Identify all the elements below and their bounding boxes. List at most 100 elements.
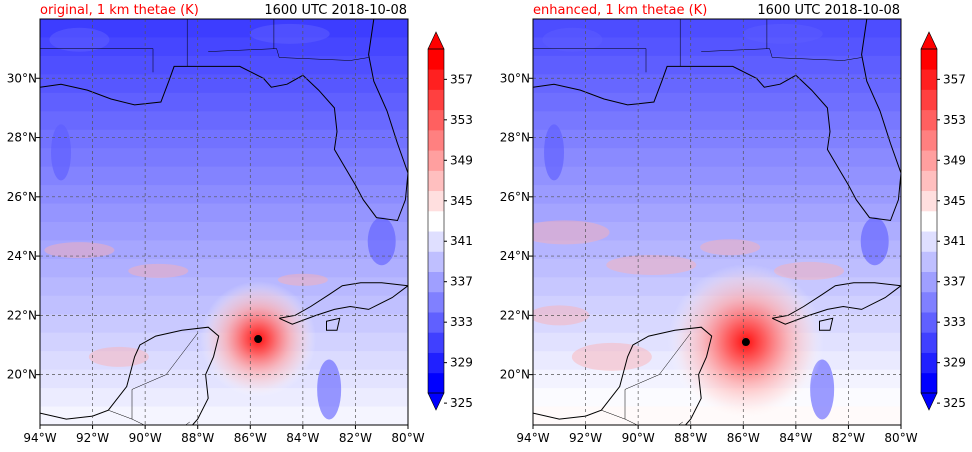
colorbar-tick-label: 329 (450, 356, 473, 370)
x-tick-label: 88°W (181, 431, 214, 445)
colorbar-tick-label: 333 (943, 315, 966, 329)
colorbar-segment (921, 109, 937, 131)
coastline-usa (40, 19, 408, 222)
colorbar-segment (428, 352, 444, 374)
colorbar-segment (428, 129, 444, 151)
colorbar-tick-label: 329 (943, 356, 966, 370)
y-tick-label: 30°N (500, 71, 530, 85)
y-tick-label: 30°N (7, 71, 37, 85)
chart-panel-original: original, 1 km thetae (K) 1600 UTC 2018-… (0, 0, 486, 449)
colorbar-tick-label: 353 (943, 113, 966, 127)
border-line (185, 421, 190, 425)
colorbar-segment (428, 49, 444, 70)
colorbar-segment (428, 271, 444, 293)
y-tick-label: 28°N (7, 131, 37, 145)
x-tick-label: 84°W (286, 431, 319, 445)
colorbar-segment (428, 251, 444, 272)
x-tick-label: 86°W (727, 431, 760, 445)
y-tick-label: 24°N (7, 249, 37, 263)
colorbar-extend-min (920, 392, 938, 411)
coastlines (40, 19, 408, 425)
x-tick-label: 82°W (339, 431, 372, 445)
colorbar-segment (428, 312, 444, 333)
colorbar-segment (921, 150, 937, 171)
y-tick-label: 20°N (7, 368, 37, 382)
colorbar-tick-label: 345 (943, 194, 966, 208)
storm-center-marker (254, 335, 263, 344)
colorbar-extend-max (920, 31, 938, 50)
colorbar-extend-min (427, 392, 445, 411)
colorbar-tick-label: 325 (943, 396, 966, 410)
colorbar-segment (921, 271, 937, 293)
colorbar-tick-label: 357 (943, 72, 966, 86)
colorbar-segment (428, 210, 444, 232)
coastline-isla-juventud (326, 317, 341, 331)
chart-title: original, 1 km thetae (K) (40, 3, 199, 18)
x-tick-label: 90°W (622, 431, 655, 445)
colorbar-tick-label: 325 (450, 396, 473, 410)
x-tick-label: 92°W (76, 431, 109, 445)
colorbar-segment (428, 231, 444, 252)
x-tick-label: 92°W (569, 431, 602, 445)
colorbar-segment (921, 129, 937, 151)
colorbar-segment (428, 89, 444, 111)
x-tick-label: 80°W (391, 431, 424, 445)
chart-panel-enhanced: enhanced, 1 km thetae (K) 1600 UTC 2018-… (493, 0, 972, 449)
colorbar-tick-label: 349 (450, 153, 473, 167)
thetae-field (40, 19, 408, 425)
y-tick-label: 24°N (500, 249, 530, 263)
thetae-field (533, 19, 901, 425)
colorbar-segment (428, 69, 444, 90)
colorbar-segment (921, 251, 937, 272)
colorbar-extend-max (427, 31, 445, 50)
plot-frame (532, 18, 902, 426)
colorbar-segment (921, 69, 937, 90)
colorbar-tick-label: 337 (943, 275, 966, 289)
colorbar-tick-label: 349 (943, 153, 966, 167)
chart-canvas: 94°W 92°W 90°W 88°W 86°W 84°W 82°W 80°W 20°N 22°N… (7, 18, 473, 445)
colorbar-segment (921, 190, 937, 212)
colorbar-segment (921, 231, 937, 252)
colorbar-segment (428, 150, 444, 171)
x-tick-label: 84°W (779, 431, 812, 445)
colorbar-tick-label: 353 (450, 113, 473, 127)
colorbar-segment (921, 170, 937, 192)
storm-center-marker (741, 338, 750, 347)
colorbar-segment (428, 170, 444, 192)
colorbar-tick-label: 357 (450, 72, 473, 86)
chart-subtitle: 1600 UTC 2018-10-08 (264, 3, 407, 18)
plot-frame (39, 18, 409, 426)
coastline-isla-juventud (819, 317, 834, 331)
colorbar-segment (428, 332, 444, 353)
y-tick-label: 22°N (7, 308, 37, 322)
x-tick-label: 82°W (832, 431, 865, 445)
y-tick-label: 22°N (500, 308, 530, 322)
colorbar: 325 329 333 337 341 345 349 353 357 (920, 31, 966, 411)
colorbar-tick-label: 345 (450, 194, 473, 208)
coastline-cuba (771, 282, 901, 325)
colorbar-tick-label: 333 (450, 315, 473, 329)
colorbar-segment (921, 210, 937, 232)
colorbar-segment (921, 332, 937, 353)
borders (40, 19, 369, 425)
x-tick-label: 88°W (674, 431, 707, 445)
colorbar-tick-label: 341 (450, 234, 473, 248)
colorbar-segment (921, 89, 937, 111)
border-line (624, 332, 691, 420)
colorbar-segment (921, 49, 937, 70)
colorbar-frame (427, 48, 445, 394)
chart-subtitle: 1600 UTC 2018-10-08 (757, 3, 900, 18)
colorbar-tick-label: 341 (943, 234, 966, 248)
colorbar-tick-label: 337 (450, 275, 473, 289)
colorbar-segment (921, 352, 937, 374)
y-tick-label: 26°N (7, 190, 37, 204)
chart-title: enhanced, 1 km thetae (K) (533, 3, 708, 18)
coastline-usa (533, 19, 901, 222)
colorbar-frame (920, 48, 938, 394)
colorbar-segment (921, 372, 937, 394)
y-tick-label: 26°N (500, 190, 530, 204)
colorbar-segment (428, 109, 444, 131)
y-tick-label: 28°N (500, 131, 530, 145)
coastlines (533, 19, 901, 425)
borders (533, 19, 862, 425)
